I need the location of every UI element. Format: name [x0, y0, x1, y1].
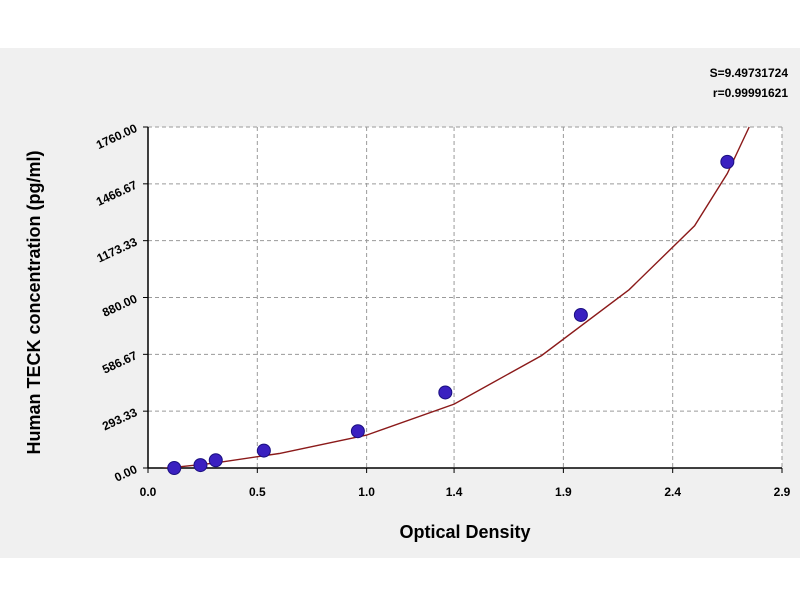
y-tick-label: 1760.00 [94, 121, 140, 152]
x-tick-label: 2.4 [664, 485, 681, 499]
data-point [193, 458, 208, 473]
y-tick-label: 293.33 [100, 405, 139, 433]
x-tick-label: 0.5 [249, 485, 266, 499]
scatter-chart: 0.0 0.5 1.0 1.4 1.9 2.4 2.9 0.00 293.33 586.67 880… [24, 121, 791, 542]
data-point [438, 385, 453, 400]
y-tick-label: 880.00 [100, 291, 139, 319]
x-tick-label: 1.4 [446, 485, 463, 499]
data-point [573, 307, 588, 322]
data-point [256, 443, 271, 458]
x-tick-label: 2.9 [774, 485, 791, 499]
chart-panel: S=9.49731724 r=0.99991621 0.0 0.5 1.0 1.4 1.… [0, 48, 800, 558]
y-tick-label: 586.67 [100, 348, 139, 376]
x-tick-label: 0.0 [140, 485, 157, 499]
y-tick-label: 1173.33 [95, 235, 140, 266]
y-tick-label: 1466.67 [94, 178, 140, 209]
x-axis-label: Optical Density [399, 522, 530, 542]
y-axis-label: Human TECK concentration (pg/ml) [24, 150, 44, 454]
x-tick-label: 1.9 [555, 485, 572, 499]
fit-s-statistic: S=9.49731724 [709, 66, 788, 80]
x-tick-label: 1.0 [358, 485, 375, 499]
data-point [208, 453, 223, 468]
fit-curve [161, 126, 750, 468]
data-point [350, 424, 365, 439]
y-tick-label: 0.00 [112, 462, 139, 485]
data-point [167, 461, 182, 475]
data-point [720, 154, 735, 169]
fit-r-statistic: r=0.99991621 [712, 86, 788, 100]
